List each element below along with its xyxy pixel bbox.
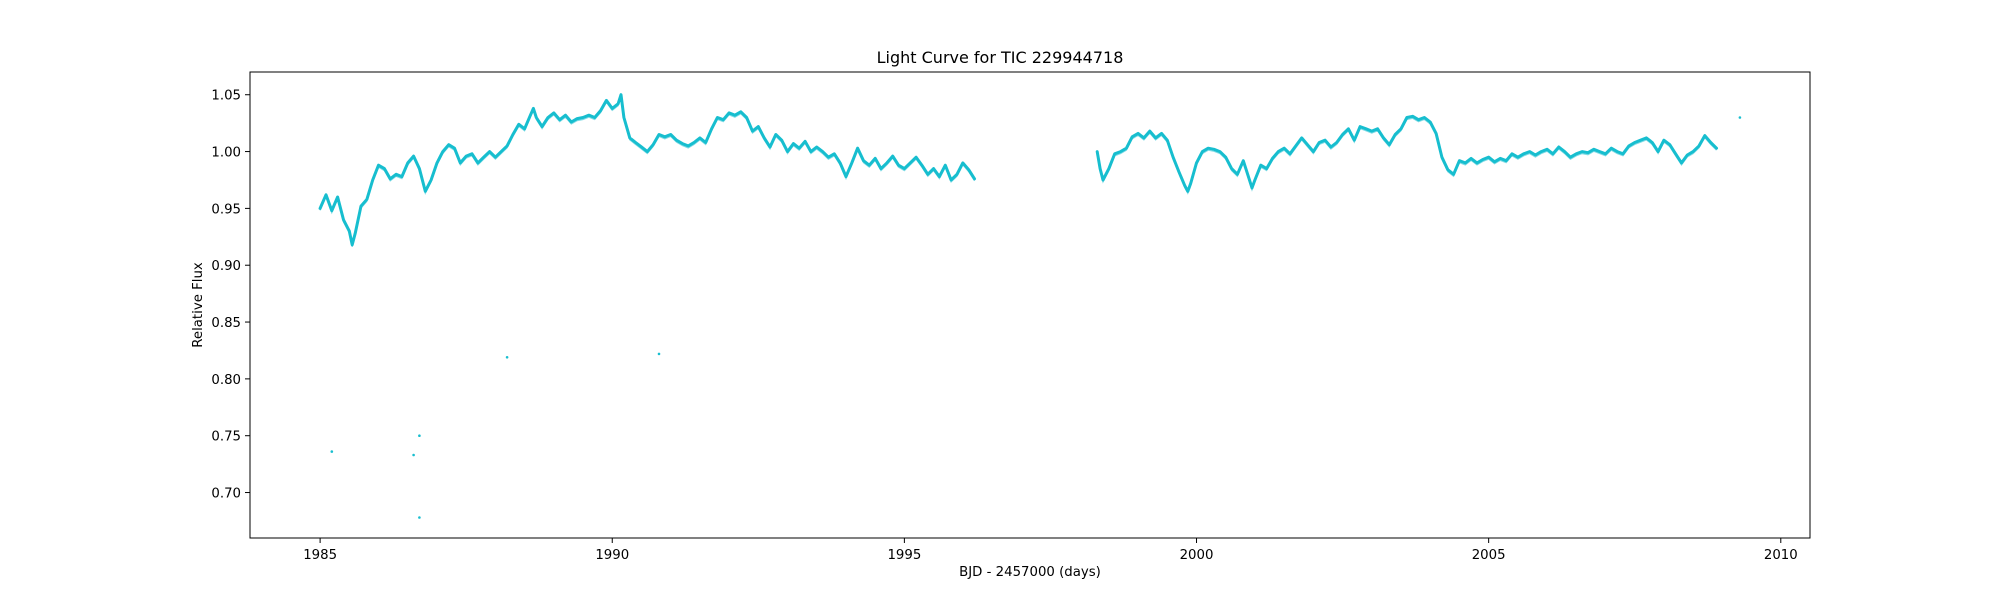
chart-title: Light Curve for TIC 229944718 bbox=[877, 48, 1124, 67]
y-axis-label: Relative Flux bbox=[191, 262, 206, 348]
flux-outlier-point bbox=[1738, 116, 1742, 119]
flux-outlier-point bbox=[418, 434, 421, 438]
flux-outlier-point bbox=[418, 516, 421, 519]
y-tick-label: 0.95 bbox=[211, 202, 241, 217]
y-tick-label: 0.70 bbox=[211, 487, 241, 502]
plot-frame bbox=[249, 71, 1811, 539]
y-tick-label: 1.05 bbox=[211, 89, 241, 104]
y-tick-label: 0.90 bbox=[211, 259, 241, 274]
flux-series-scatter-band bbox=[1096, 117, 1717, 195]
y-tick-label: 0.80 bbox=[211, 373, 241, 388]
y-tick-label: 0.75 bbox=[211, 430, 241, 445]
x-tick-label: 2000 bbox=[1180, 548, 1214, 563]
x-tick-label: 2010 bbox=[1764, 548, 1798, 563]
y-axis: 0.70 0.75 0.80 0.85 0.90 0.95 1.00 1.05 bbox=[211, 89, 250, 502]
flux-outlier-point bbox=[330, 450, 334, 453]
flux-series-line bbox=[318, 93, 976, 247]
plot-data bbox=[318, 93, 1742, 519]
x-tick-label: 1985 bbox=[303, 548, 337, 563]
flux-series-scatter-band bbox=[319, 96, 976, 247]
x-axis: 1985 1990 1995 2000 2005 2010 bbox=[303, 538, 1798, 563]
x-tick-label: 1995 bbox=[887, 548, 921, 563]
x-tick-label: 2005 bbox=[1472, 548, 1506, 563]
y-tick-label: 1.00 bbox=[211, 146, 241, 161]
flux-outlier-point bbox=[412, 453, 415, 457]
flux-outlier-point bbox=[505, 356, 509, 359]
flux-outlier-point bbox=[657, 352, 661, 356]
y-tick-label: 0.85 bbox=[211, 316, 241, 331]
x-axis-label: BJD - 2457000 (days) bbox=[959, 565, 1101, 580]
x-tick-label: 1990 bbox=[595, 548, 629, 563]
